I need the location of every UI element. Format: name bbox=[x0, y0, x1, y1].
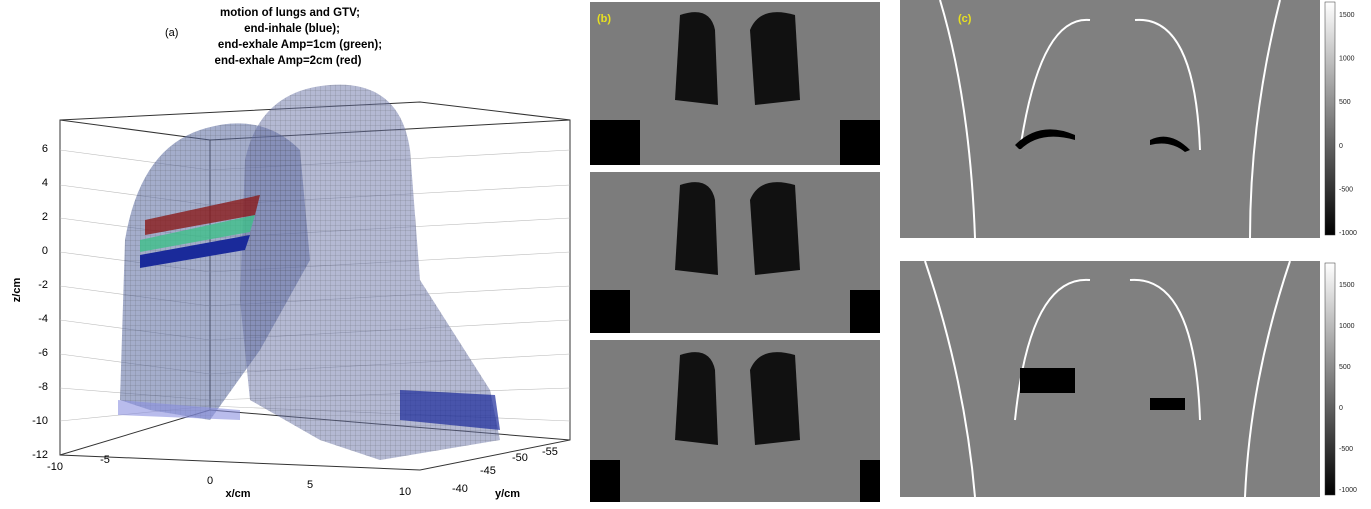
lung-surface bbox=[118, 85, 500, 460]
title-line: motion of lungs and GTV; bbox=[220, 7, 360, 19]
z-tick-label: 4 bbox=[42, 177, 48, 189]
panel-c: (c) 1500 1000 500 0 -500 -1000 1500 1000 500 0 -50… bbox=[900, 0, 1357, 497]
colorbar-tick-label: 0 bbox=[1339, 143, 1343, 150]
z-tick-label: -6 bbox=[38, 347, 48, 359]
axis-label: y/cm bbox=[495, 488, 520, 500]
z-tick-label: 2 bbox=[42, 211, 48, 223]
panel-label: (b) bbox=[597, 13, 611, 25]
colorbar bbox=[1325, 263, 1335, 495]
colorbar-tick-label: -1000 bbox=[1339, 487, 1357, 494]
y-tick-label: -55 bbox=[542, 446, 558, 458]
colorbar-tick-label: 1000 bbox=[1339, 323, 1355, 330]
panel-label: (c) bbox=[958, 13, 972, 25]
axis-label: x/cm bbox=[225, 488, 250, 500]
figure: (a) motion of lungs and GTV; end-inhale … bbox=[0, 0, 1371, 504]
x-tick-label: 10 bbox=[399, 486, 411, 498]
title-line: end-exhale Amp=2cm (red) bbox=[215, 55, 362, 67]
y-tick-label: -40 bbox=[452, 483, 468, 495]
colorbar-tick-label: 1000 bbox=[1339, 56, 1355, 63]
colorbar-tick-label: 1500 bbox=[1339, 282, 1355, 289]
panel-b: (b) bbox=[590, 2, 880, 502]
z-tick-label: -10 bbox=[32, 415, 48, 427]
axis-label: z/cm bbox=[11, 278, 23, 303]
panel-label: (a) bbox=[165, 27, 178, 39]
z-tick-label: 0 bbox=[42, 245, 48, 257]
colorbar-tick-label: 500 bbox=[1339, 99, 1351, 106]
colorbar-tick-label: 1500 bbox=[1339, 12, 1355, 19]
colorbar-tick-label: -500 bbox=[1339, 446, 1353, 453]
panel-a: (a) motion of lungs and GTV; end-inhale … bbox=[11, 7, 570, 500]
colorbar-tick-label: 0 bbox=[1339, 405, 1343, 412]
colorbar-tick-label: 500 bbox=[1339, 364, 1351, 371]
title-line: end-exhale Amp=1cm (green); bbox=[218, 39, 382, 51]
y-tick-label: -45 bbox=[480, 465, 496, 477]
x-tick-label: -10 bbox=[47, 461, 63, 473]
colorbar-tick-label: -500 bbox=[1339, 186, 1353, 193]
y-tick-label: -50 bbox=[512, 452, 528, 464]
colorbar bbox=[1325, 2, 1335, 235]
x-tick-label: 0 bbox=[207, 475, 213, 487]
z-tick-label: -12 bbox=[32, 449, 48, 461]
x-tick-label: -5 bbox=[100, 454, 110, 466]
z-tick-label: -8 bbox=[38, 381, 48, 393]
title-line: end-inhale (blue); bbox=[244, 23, 340, 35]
x-tick-label: 5 bbox=[307, 479, 313, 491]
colorbar-tick-label: -1000 bbox=[1339, 230, 1357, 237]
z-tick-label: -2 bbox=[38, 279, 48, 291]
z-tick-label: 6 bbox=[42, 143, 48, 155]
z-tick-label: -4 bbox=[38, 313, 48, 325]
